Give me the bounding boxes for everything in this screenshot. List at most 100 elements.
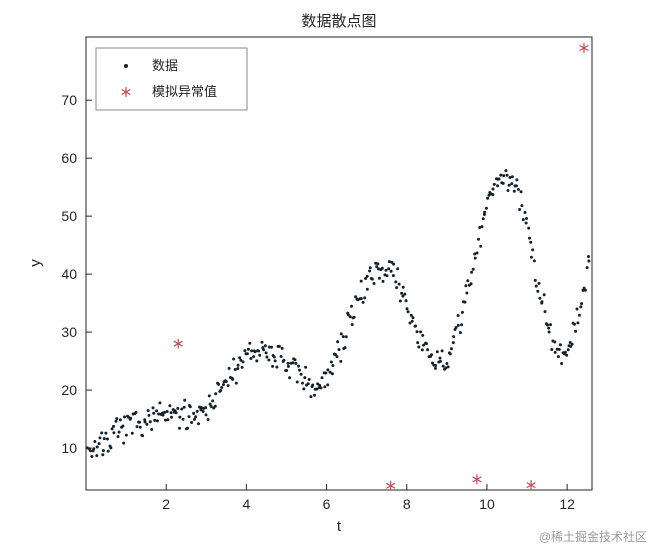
data-point (153, 418, 157, 422)
data-point (352, 315, 356, 319)
x-tick-label: 10 (479, 496, 495, 512)
data-point (239, 358, 243, 362)
data-point (464, 284, 468, 288)
data-point (102, 437, 106, 441)
data-point (293, 358, 297, 362)
data-point (95, 445, 99, 449)
data-point (147, 413, 151, 417)
data-point (398, 299, 402, 303)
data-point (100, 431, 104, 435)
data-point (130, 431, 134, 435)
data-point (354, 295, 358, 299)
data-point (298, 368, 301, 372)
data-point (330, 372, 334, 376)
data-point (372, 282, 376, 285)
data-point (178, 426, 181, 430)
data-point (323, 385, 327, 389)
data-point (240, 365, 244, 369)
data-point (163, 410, 167, 414)
data-point (497, 177, 501, 181)
data-point (445, 362, 449, 365)
data-point (148, 420, 152, 424)
data-point (376, 262, 380, 266)
data-point (440, 349, 444, 353)
data-point (236, 367, 240, 370)
data-point (270, 345, 273, 349)
data-point (518, 208, 522, 211)
data-point (496, 184, 500, 188)
data-point (391, 274, 395, 278)
data-point (197, 422, 200, 426)
data-point (105, 437, 109, 441)
y-tick-label: 10 (61, 440, 77, 456)
outlier-marker (526, 480, 536, 491)
data-point (221, 383, 225, 387)
data-point (285, 369, 289, 372)
data-point (227, 366, 231, 370)
data-point (141, 434, 145, 438)
data-point (115, 417, 119, 421)
data-point (106, 449, 110, 453)
data-point (248, 341, 252, 345)
data-point (273, 359, 277, 363)
x-axis-label: t (337, 518, 342, 535)
data-point (319, 386, 323, 390)
data-point (389, 269, 393, 273)
data-point (458, 331, 462, 335)
data-point (110, 427, 114, 431)
data-point (515, 178, 519, 182)
data-point (295, 380, 299, 384)
data-point (123, 415, 126, 419)
data-point (121, 424, 125, 428)
data-point (181, 417, 185, 421)
data-point (505, 173, 509, 177)
data-point (424, 342, 428, 346)
legend-item-outlier-label: 模拟异常值 (152, 84, 217, 99)
data-point (97, 442, 101, 446)
data-point (250, 349, 254, 353)
data-point (304, 365, 308, 369)
data-point (209, 405, 213, 408)
data-point (271, 364, 275, 368)
data-point (311, 383, 315, 387)
data-point (525, 217, 528, 220)
x-tick-label: 2 (162, 496, 170, 512)
data-point (336, 340, 340, 344)
data-point (101, 449, 105, 453)
data-point (272, 355, 276, 359)
data-point (326, 368, 330, 372)
data-point (553, 350, 557, 354)
data-point (194, 415, 198, 419)
data-point (484, 206, 488, 210)
data-point (469, 282, 473, 286)
data-point (540, 300, 544, 304)
data-point (214, 392, 218, 396)
data-point (331, 364, 335, 367)
data-point (199, 405, 203, 409)
data-point (510, 182, 514, 186)
y-tick-label: 30 (61, 324, 77, 340)
data-point (570, 342, 574, 346)
data-point (307, 378, 311, 381)
data-point (401, 285, 405, 289)
data-point (329, 360, 333, 364)
data-point (364, 277, 368, 280)
data-point (547, 326, 551, 330)
outlier-marker (173, 338, 183, 349)
watermark: @稀土掘金技术社区 (539, 529, 647, 544)
data-point (470, 270, 474, 274)
legend-asterisk-marker (121, 87, 131, 97)
data-point (556, 355, 560, 359)
outlier-marker (579, 43, 589, 54)
data-point (456, 314, 460, 317)
data-point (350, 323, 354, 327)
data-point (190, 421, 194, 424)
data-point (253, 350, 257, 354)
data-point (479, 244, 483, 248)
data-point (92, 447, 96, 451)
data-point (195, 409, 199, 413)
data-point (481, 217, 485, 221)
data-point (384, 268, 388, 272)
data-point (365, 287, 369, 291)
